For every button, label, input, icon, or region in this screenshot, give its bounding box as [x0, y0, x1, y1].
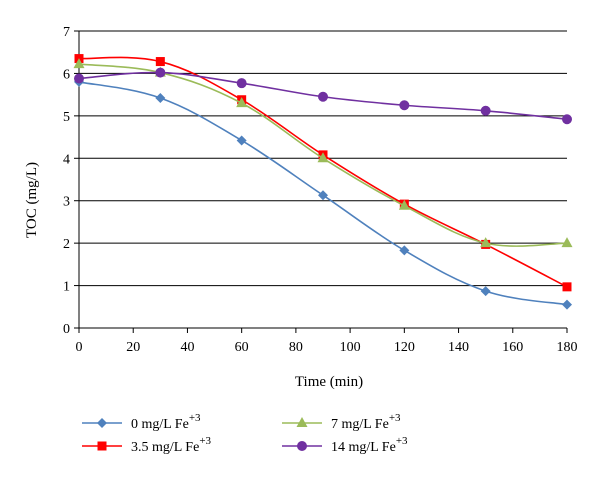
legend-label-0: 0 mg/L Fe+3 [131, 412, 201, 432]
x-tick-label-80: 80 [289, 340, 303, 355]
data-point-3-2 [236, 78, 247, 89]
y-tick-label-4: 4 [63, 152, 70, 167]
data-point-3-6 [562, 114, 572, 125]
data-point-3-1 [155, 67, 166, 78]
y-tick-label-5: 5 [63, 110, 70, 125]
data-point-2-2 [236, 97, 248, 108]
data-point-1-1 [155, 57, 165, 67]
y-tick-label-6: 6 [63, 67, 70, 82]
y-tick-label-2: 2 [63, 237, 70, 252]
y-tick-label-0: 0 [63, 322, 70, 337]
data-point-3-0 [74, 73, 84, 84]
x-tick-label-100: 100 [340, 340, 361, 355]
legend-marker-2 [296, 417, 308, 427]
data-point-2-4 [398, 199, 410, 210]
x-tick-label-120: 120 [394, 340, 415, 355]
x-tick-label-60: 60 [235, 340, 249, 355]
legend-marker-1 [97, 441, 107, 451]
legend-item-0: 0 mg/L Fe+3 [82, 412, 201, 432]
series-3 [74, 67, 572, 125]
legend-label-2: 7 mg/L Fe+3 [331, 412, 401, 432]
data-point-2-5 [480, 237, 492, 248]
legend-marker-0 [97, 418, 107, 428]
legend-label-3: 14 mg/L Fe+3 [331, 435, 408, 455]
series-layer [73, 54, 573, 310]
data-point-3-5 [480, 105, 491, 116]
y-tick-label-3: 3 [63, 195, 70, 210]
x-tick-label-140: 140 [448, 340, 469, 355]
x-tick-label-180: 180 [557, 340, 578, 355]
data-point-0-5 [480, 286, 491, 297]
data-point-2-6 [561, 237, 573, 248]
data-point-0-3 [318, 190, 328, 201]
series-1 [74, 54, 572, 292]
tick-labels: 0 1 2 3 4 5 6 7 0 20 40 60 80 100 120 140 160 180 [63, 25, 578, 355]
data-point-2-0 [73, 58, 85, 69]
x-tick-label-40: 40 [180, 340, 194, 355]
legend-marker-3 [297, 441, 307, 451]
data-point-1-6 [562, 282, 572, 292]
legend-label-1: 3.5 mg/L Fe+3 [131, 435, 212, 455]
data-point-2-3 [317, 152, 329, 163]
data-point-0-4 [399, 245, 410, 256]
data-point-0-2 [236, 135, 247, 146]
legend-item-3: 14 mg/L Fe+3 [282, 435, 408, 455]
data-point-3-4 [399, 100, 410, 111]
x-tick-label-160: 160 [502, 340, 523, 355]
legend: 0 mg/L Fe+3 3.5 mg/L Fe+3 7 mg/L Fe+3 14 mg… [82, 412, 408, 455]
legend-item-1: 3.5 mg/L Fe+3 [82, 435, 212, 455]
data-point-0-6 [562, 299, 572, 310]
y-tick-label-1: 1 [63, 280, 70, 295]
series-2 [73, 58, 573, 248]
x-axis-label: Time (min) [295, 374, 363, 390]
data-point-3-3 [318, 91, 328, 102]
axes [74, 30, 568, 333]
data-point-0-1 [155, 93, 166, 104]
legend-item-2: 7 mg/L Fe+3 [282, 412, 401, 432]
x-tick-label-20: 20 [126, 340, 140, 355]
y-tick-label-7: 7 [63, 25, 70, 40]
x-tick-label-0: 0 [76, 340, 83, 355]
y-axis-label: TOC (mg/L) [24, 162, 40, 238]
